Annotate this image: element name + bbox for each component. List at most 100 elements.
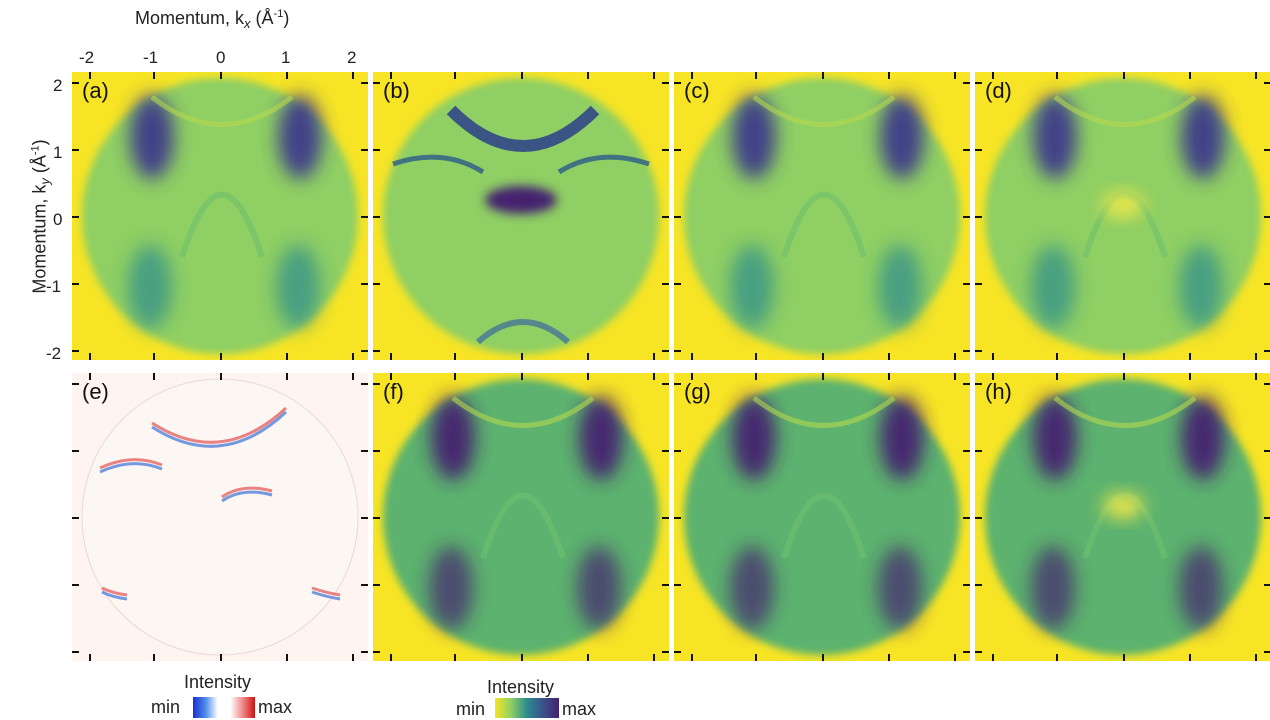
x-tick-mark xyxy=(1056,373,1058,380)
panel-b: (b) xyxy=(373,72,669,360)
x-tick-label: 2 xyxy=(347,48,357,67)
panel-label: (b) xyxy=(383,78,410,103)
y-tick-mark xyxy=(674,517,681,519)
y-tick-mark xyxy=(662,450,669,452)
y-tick-mark xyxy=(674,216,681,218)
y-tick-mark xyxy=(975,651,982,653)
x-tick-mark xyxy=(755,654,757,661)
x-tick-mark xyxy=(220,72,222,79)
x-tick-label: 0 xyxy=(216,48,226,67)
x-tick-mark xyxy=(1189,373,1191,380)
panel-c: (c) xyxy=(674,72,970,360)
y-tick-mark xyxy=(975,584,982,586)
y-tick-mark xyxy=(361,283,368,285)
x-tick-mark xyxy=(992,373,994,380)
y-tick-label: 1 xyxy=(53,143,63,162)
y-tick-label: -1 xyxy=(46,277,62,296)
x-tick-mark xyxy=(153,353,155,360)
y-tick-mark xyxy=(1264,450,1270,452)
y-tick-mark xyxy=(72,149,79,151)
y-tick-mark xyxy=(963,383,970,385)
y-tick-mark xyxy=(361,450,368,452)
y-tick-mark xyxy=(72,383,79,385)
y-tick-mark xyxy=(662,82,669,84)
x-tick-mark xyxy=(521,654,523,661)
panel-f: (f) xyxy=(373,373,669,661)
y-tick-mark xyxy=(1264,82,1270,84)
x-tick-mark xyxy=(954,373,956,380)
x-tick-mark xyxy=(888,654,890,661)
y-tick-mark xyxy=(373,517,380,519)
x-tick-mark xyxy=(954,353,956,360)
y-tick-mark xyxy=(72,450,79,452)
colorbar-diverging xyxy=(193,697,255,718)
y-tick-mark xyxy=(361,350,368,352)
y-tick-mark xyxy=(975,517,982,519)
y-tick-mark xyxy=(1264,216,1270,218)
x-tick-mark xyxy=(286,654,288,661)
x-tick-mark xyxy=(888,353,890,360)
y-tick-mark xyxy=(373,450,380,452)
x-tick-mark xyxy=(1056,72,1058,79)
x-tick-mark xyxy=(1255,654,1257,661)
y-tick-mark xyxy=(72,584,79,586)
panel-d: (d) xyxy=(975,72,1270,360)
x-tick-mark xyxy=(888,72,890,79)
y-tick-mark xyxy=(1264,283,1270,285)
y-tick-mark xyxy=(963,584,970,586)
x-tick-mark xyxy=(1255,373,1257,380)
intensity-map xyxy=(684,379,960,655)
y-tick-mark xyxy=(662,651,669,653)
x-tick-mark xyxy=(220,373,222,380)
y-tick-mark xyxy=(361,651,368,653)
x-tick-mark xyxy=(89,373,91,380)
x-tick-mark xyxy=(822,72,824,79)
x-tick-mark xyxy=(390,353,392,360)
colorbar-sequential xyxy=(495,698,559,718)
colorbar-title: Intensity xyxy=(184,672,252,692)
x-tick-mark xyxy=(1123,72,1125,79)
colorbar-title: Intensity xyxy=(487,677,555,697)
y-tick-mark xyxy=(662,216,669,218)
y-tick-mark xyxy=(373,283,380,285)
y-tick-mark xyxy=(674,450,681,452)
y-axis-title: Momentum, ky (Å-1) xyxy=(29,139,53,294)
x-tick-mark xyxy=(1056,654,1058,661)
intensity-map xyxy=(81,378,359,656)
y-tick-mark xyxy=(963,450,970,452)
panel-a: (a) xyxy=(72,72,368,360)
y-tick-mark xyxy=(662,383,669,385)
y-tick-mark xyxy=(373,350,380,352)
x-tick-mark xyxy=(822,654,824,661)
panel-h: (h) xyxy=(975,373,1270,661)
y-tick-mark xyxy=(963,651,970,653)
x-tick-mark xyxy=(1255,353,1257,360)
x-tick-mark xyxy=(691,654,693,661)
colorbar-min-label: min xyxy=(151,697,181,717)
x-tick-mark xyxy=(352,72,354,79)
x-tick-mark xyxy=(89,353,91,360)
y-tick-mark xyxy=(674,350,681,352)
x-tick-mark xyxy=(653,353,655,360)
y-tick-mark xyxy=(963,149,970,151)
x-tick-mark xyxy=(454,654,456,661)
x-axis-title: Momentum, kx (Å-1) xyxy=(135,8,290,31)
x-tick-mark xyxy=(521,353,523,360)
y-tick-mark xyxy=(674,651,681,653)
x-tick-mark xyxy=(954,654,956,661)
x-tick-label: -2 xyxy=(79,48,95,67)
y-tick-mark xyxy=(674,584,681,586)
y-tick-mark xyxy=(361,383,368,385)
x-tick-mark xyxy=(352,353,354,360)
panel-label: (c) xyxy=(684,78,710,103)
x-tick-mark xyxy=(286,72,288,79)
y-tick-mark xyxy=(975,350,982,352)
intensity-map xyxy=(82,78,358,354)
panel-label: (f) xyxy=(383,379,404,404)
panel-g: (g) xyxy=(674,373,970,661)
x-tick-mark xyxy=(954,72,956,79)
intensity-map xyxy=(985,78,1261,354)
colorbar-max-label: max xyxy=(562,699,597,719)
y-tick-mark xyxy=(662,517,669,519)
y-tick-mark xyxy=(975,283,982,285)
